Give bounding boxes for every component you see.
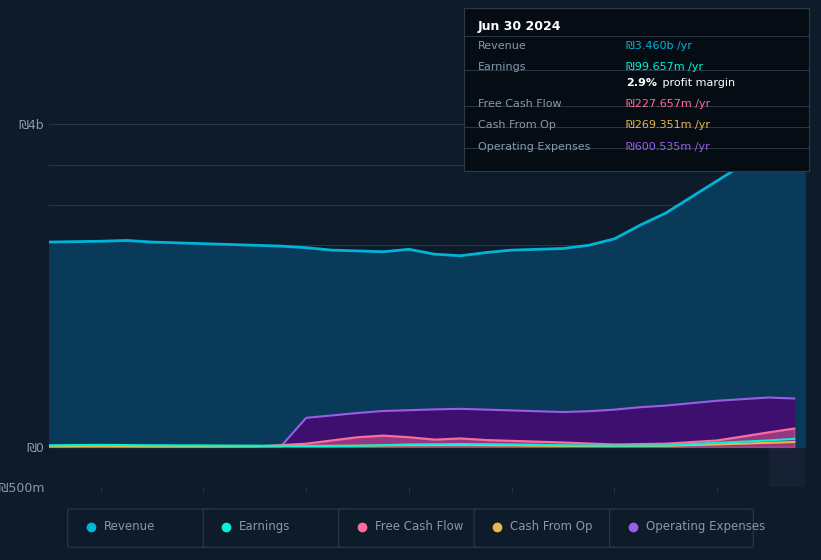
Text: ₪600.535m /yr: ₪600.535m /yr: [626, 142, 709, 152]
Text: ₪99.657m /yr: ₪99.657m /yr: [626, 62, 703, 72]
FancyBboxPatch shape: [203, 509, 346, 547]
Text: Revenue: Revenue: [103, 520, 155, 533]
Text: Operating Expenses: Operating Expenses: [646, 520, 765, 533]
Text: Revenue: Revenue: [478, 41, 526, 51]
Text: profit margin: profit margin: [658, 78, 735, 88]
Text: Earnings: Earnings: [240, 520, 291, 533]
FancyBboxPatch shape: [338, 509, 482, 547]
Text: ₪3.460b /yr: ₪3.460b /yr: [626, 41, 692, 51]
Text: Cash From Op: Cash From Op: [478, 120, 556, 130]
Text: Cash From Op: Cash From Op: [510, 520, 593, 533]
Text: ₪269.351m /yr: ₪269.351m /yr: [626, 120, 710, 130]
Text: Free Cash Flow: Free Cash Flow: [374, 520, 463, 533]
Text: Jun 30 2024: Jun 30 2024: [478, 20, 562, 33]
FancyBboxPatch shape: [609, 509, 754, 547]
Text: 2.9%: 2.9%: [626, 78, 657, 88]
Text: Free Cash Flow: Free Cash Flow: [478, 99, 562, 109]
Text: Operating Expenses: Operating Expenses: [478, 142, 590, 152]
FancyBboxPatch shape: [67, 509, 212, 547]
FancyBboxPatch shape: [475, 509, 617, 547]
Text: ₪227.657m /yr: ₪227.657m /yr: [626, 99, 710, 109]
Bar: [768, 84, 805, 487]
Text: Earnings: Earnings: [478, 62, 526, 72]
